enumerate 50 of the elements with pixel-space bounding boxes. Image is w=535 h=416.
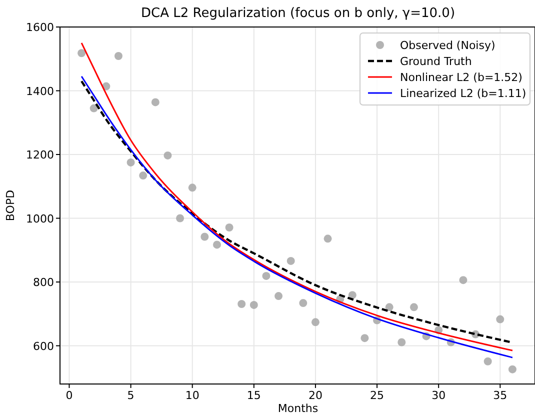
- x-tick-label: 5: [127, 389, 134, 402]
- y-axis-title: BOPD: [4, 190, 17, 222]
- y-tick-label: 800: [33, 276, 54, 289]
- point: [90, 104, 98, 112]
- point: [114, 52, 122, 60]
- x-tick-label: 0: [66, 389, 73, 402]
- point: [398, 338, 406, 346]
- point: [385, 303, 394, 312]
- x-tick-label: 30: [432, 389, 446, 402]
- y-tick-label: 1400: [26, 84, 54, 98]
- y-tick-label: 1000: [26, 212, 54, 226]
- y-tick-label: 1600: [26, 21, 54, 34]
- x-tick-label: 35: [493, 389, 508, 402]
- point: [164, 151, 172, 160]
- y-tick-label: 600: [33, 340, 54, 353]
- point: [151, 98, 160, 106]
- point: [176, 214, 184, 222]
- point: [262, 272, 270, 280]
- x-tick-label: 15: [246, 389, 261, 402]
- legend-label: Observed (Noisy): [400, 39, 496, 52]
- x-axis-title: Months: [278, 402, 318, 415]
- point: [496, 315, 504, 324]
- legend-label: Linearized L2 (b=1.11): [400, 87, 526, 100]
- x-tick-label: 25: [370, 389, 384, 402]
- y-tick-label: 1200: [26, 148, 54, 162]
- point: [225, 223, 234, 232]
- legend-label: Ground Truth: [400, 55, 472, 68]
- point: [360, 334, 369, 342]
- point: [250, 300, 258, 309]
- point: [484, 357, 492, 366]
- point: [299, 299, 308, 308]
- point: [324, 234, 332, 243]
- point: [188, 184, 196, 192]
- x-tick-label: 10: [185, 389, 200, 402]
- point: [78, 49, 86, 58]
- point: [274, 292, 283, 300]
- point: [212, 240, 221, 249]
- point: [348, 291, 356, 300]
- x-tick-label: 20: [308, 389, 322, 402]
- point: [508, 365, 516, 374]
- point: [126, 158, 135, 166]
- point: [410, 303, 418, 312]
- point: [286, 256, 295, 265]
- point: [139, 172, 148, 180]
- point: [200, 232, 209, 241]
- legend-label: Nonlinear L2 (b=1.52): [400, 71, 522, 84]
- point: [238, 300, 246, 308]
- point: [311, 318, 320, 326]
- chart-title: DCA L2 Regularization (focus on b only, γ=10.0): [140, 6, 456, 21]
- point: [459, 276, 468, 284]
